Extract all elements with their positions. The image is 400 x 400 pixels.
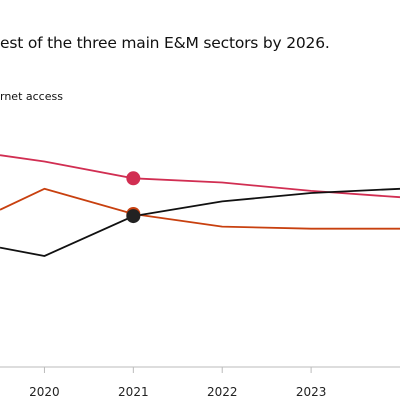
x-tick-label: 2023 bbox=[296, 385, 327, 399]
x-tick-label: 2020 bbox=[29, 385, 60, 399]
series-marker-3 bbox=[126, 209, 141, 224]
chart-title: est of the three main E&M sectors by 202… bbox=[0, 34, 330, 52]
series-marker-1 bbox=[126, 171, 141, 186]
x-tick-label: 2021 bbox=[118, 385, 149, 399]
series-line-2 bbox=[0, 187, 400, 230]
legend-label: rnet access bbox=[0, 90, 63, 103]
x-tick-label: 2022 bbox=[207, 385, 238, 399]
series-line-3 bbox=[0, 187, 400, 257]
